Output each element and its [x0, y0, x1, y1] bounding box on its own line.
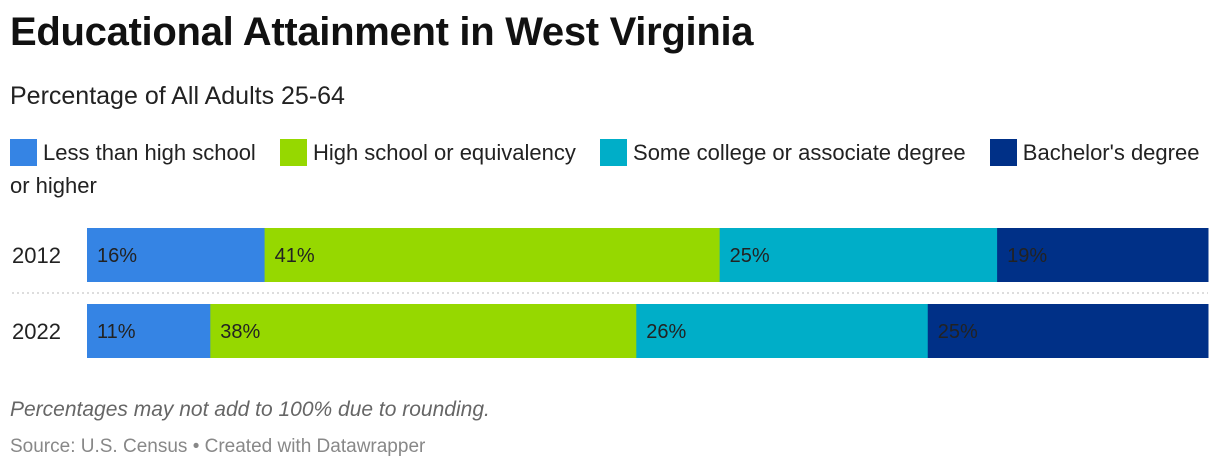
legend-label: Less than high school — [43, 140, 256, 165]
bar-segment-2022-series-0 — [87, 304, 211, 358]
bar-segment-2022-series-3 — [927, 304, 1209, 358]
data-label-2022-series-0: 11% — [97, 321, 136, 343]
legend-label: Bachelor's degree or higher — [10, 140, 1200, 198]
chart-subtitle: Percentage of All Adults 25-64 — [10, 82, 345, 110]
data-label-2012-series-0: 16% — [97, 245, 137, 267]
chart-source: Source: U.S. Census • Created with Dataw… — [10, 436, 426, 457]
bar-segment-2022-series-2 — [636, 304, 929, 358]
chart-note: Percentages may not add to 100% due to r… — [10, 398, 490, 421]
bar-segment-2012-series-3 — [997, 228, 1209, 282]
chart-title: Educational Attainment in West Virginia — [10, 10, 754, 54]
category-label-2022: 2022 — [12, 319, 61, 344]
bar-segment-2022-series-1 — [210, 304, 637, 358]
bar-segment-2012-series-2 — [719, 228, 998, 282]
legend-swatch-bachelors — [989, 139, 1017, 166]
legend-label: High school or equivalency — [312, 140, 576, 165]
data-label-2022-series-3: 25% — [938, 321, 978, 343]
legend-item-some-college: Some college or associate degree — [600, 139, 966, 166]
bar-segment-2012-series-0 — [87, 228, 266, 282]
data-label-2012-series-3: 19% — [1007, 245, 1047, 267]
legend-item-high-school: High school or equivalency — [279, 139, 576, 166]
data-label-2022-series-1: 38% — [220, 321, 260, 343]
legend-swatch-high-school — [279, 139, 307, 166]
legend-item-less-than-high-school: Less than high school — [10, 139, 256, 166]
legend-swatch-less-than-high-school — [10, 139, 37, 166]
chart-layer: 2012 16% 41% 25% 19% 2022 11% 38% 26% 25% — [12, 228, 1209, 358]
data-label-2012-series-2: 25% — [730, 245, 770, 267]
data-label-2012-series-1: 41% — [275, 245, 315, 267]
legend-swatch-some-college — [600, 139, 628, 166]
legend-item-bachelors: Bachelor's degree or higher — [10, 139, 1200, 198]
category-label-2012: 2012 — [12, 243, 61, 268]
bar-segment-2012-series-1 — [264, 228, 721, 282]
legend-label: Some college or associate degree — [633, 140, 966, 165]
legend: Less than high school High school or equ… — [10, 136, 1210, 202]
data-label-2022-series-2: 26% — [646, 321, 686, 343]
